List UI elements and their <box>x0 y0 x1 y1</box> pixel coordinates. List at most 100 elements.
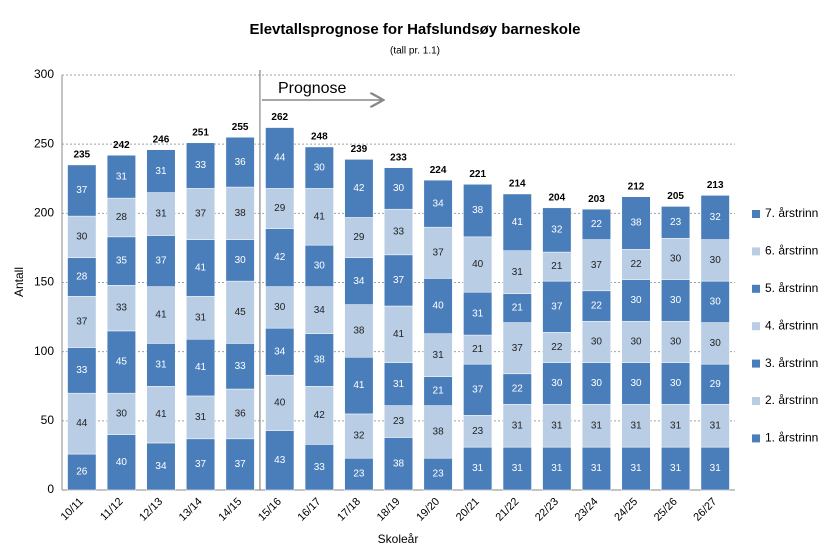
data-label: 30 <box>591 337 603 348</box>
bar-segment <box>700 403 730 448</box>
total-label: 213 <box>707 180 724 191</box>
x-tick-label: 23/24 <box>573 496 601 524</box>
bar-segment <box>265 374 295 431</box>
bar-segment <box>106 236 136 286</box>
bar-segment <box>581 362 611 405</box>
data-label: 29 <box>710 379 722 390</box>
bar-segment <box>463 334 493 365</box>
bar-segment <box>621 320 651 363</box>
bar-segment <box>304 146 334 189</box>
bar-segment <box>304 386 334 445</box>
bar-segment <box>146 286 176 344</box>
bar-segment <box>304 286 334 334</box>
chart-subtitle: (tall pr. 1.1) <box>390 46 440 57</box>
bar-segment <box>67 392 97 455</box>
bar-segment <box>621 446 651 491</box>
data-label: 31 <box>393 379 405 390</box>
bar-segment <box>67 453 97 491</box>
data-label: 41 <box>512 217 524 228</box>
y-tick-label: 0 <box>47 482 54 496</box>
data-label: 38 <box>630 218 642 229</box>
bar-segment <box>186 239 216 297</box>
total-label: 248 <box>311 132 328 143</box>
bar-segment <box>661 206 691 239</box>
data-label: 31 <box>155 209 167 220</box>
data-label: 33 <box>393 227 405 238</box>
bar-segment <box>463 363 493 416</box>
bar-segment <box>225 137 255 188</box>
bar-segment <box>265 188 295 229</box>
data-label: 37 <box>551 301 563 312</box>
data-label: 41 <box>155 409 167 420</box>
data-label: 31 <box>195 412 207 423</box>
data-label: 31 <box>710 463 722 474</box>
y-tick-label: 250 <box>34 136 54 150</box>
data-label: 21 <box>512 303 524 314</box>
data-label: 37 <box>512 343 524 354</box>
data-label: 31 <box>630 420 642 431</box>
legend-label: 6. årstrinn <box>765 244 818 258</box>
data-label: 30 <box>670 337 682 348</box>
data-label: 31 <box>591 420 603 431</box>
data-label: 45 <box>116 357 128 368</box>
x-tick-label: 16/17 <box>296 496 324 524</box>
data-label: 30 <box>630 378 642 389</box>
total-label: 203 <box>588 194 605 205</box>
data-label: 31 <box>472 463 484 474</box>
data-label: 31 <box>433 350 445 361</box>
data-label: 40 <box>274 397 286 408</box>
data-label: 41 <box>353 380 365 391</box>
y-axis-label: Antall <box>12 267 26 297</box>
bar-segment <box>67 296 97 348</box>
bar-segment <box>463 236 493 293</box>
bar-segment <box>661 320 691 363</box>
bar-segment <box>265 430 295 491</box>
bar-segment <box>146 343 176 387</box>
data-label: 38 <box>433 427 445 438</box>
total-label: 255 <box>232 122 249 133</box>
data-label: 22 <box>551 342 563 353</box>
bar-segment <box>225 438 255 491</box>
y-tick-label: 300 <box>34 67 54 81</box>
bar-segment <box>304 444 334 491</box>
bar-segment <box>542 280 572 333</box>
data-label: 30 <box>591 378 603 389</box>
bar-segment <box>502 250 532 294</box>
bar-segment <box>700 280 730 323</box>
total-label: 212 <box>628 181 645 192</box>
bar-segment <box>542 251 572 282</box>
data-label: 33 <box>76 365 88 376</box>
total-label: 262 <box>271 112 288 123</box>
bar-segment <box>463 446 493 491</box>
bar-segment <box>106 392 136 435</box>
legend-swatch <box>752 322 760 331</box>
bar-segment <box>304 333 334 387</box>
data-label: 33 <box>235 361 247 372</box>
bar-segment <box>542 362 572 405</box>
data-label: 35 <box>116 256 128 267</box>
x-tick-label: 13/14 <box>177 496 205 524</box>
x-tick-label: 18/19 <box>375 496 403 524</box>
bar-segment <box>265 228 295 287</box>
legend-label: 7. årstrinn <box>765 206 818 220</box>
data-label: 30 <box>314 162 326 173</box>
x-tick-label: 15/16 <box>256 496 284 524</box>
data-label: 43 <box>274 455 286 466</box>
bar-segment <box>146 235 176 287</box>
legend-swatch <box>752 284 760 293</box>
data-label: 42 <box>353 183 365 194</box>
bar-segment <box>542 403 572 448</box>
data-label: 41 <box>393 329 405 340</box>
data-label: 31 <box>591 463 603 474</box>
total-label: 205 <box>667 191 684 202</box>
data-label: 37 <box>195 459 207 470</box>
y-tick-label: 200 <box>34 206 54 220</box>
bar-segment <box>383 208 414 256</box>
legend-swatch <box>752 210 760 218</box>
bar-segment <box>106 434 136 491</box>
data-label: 40 <box>472 259 484 270</box>
bar-segment <box>186 142 216 189</box>
data-label: 22 <box>630 259 642 270</box>
bar-segment <box>383 405 414 438</box>
data-label: 33 <box>314 462 326 473</box>
